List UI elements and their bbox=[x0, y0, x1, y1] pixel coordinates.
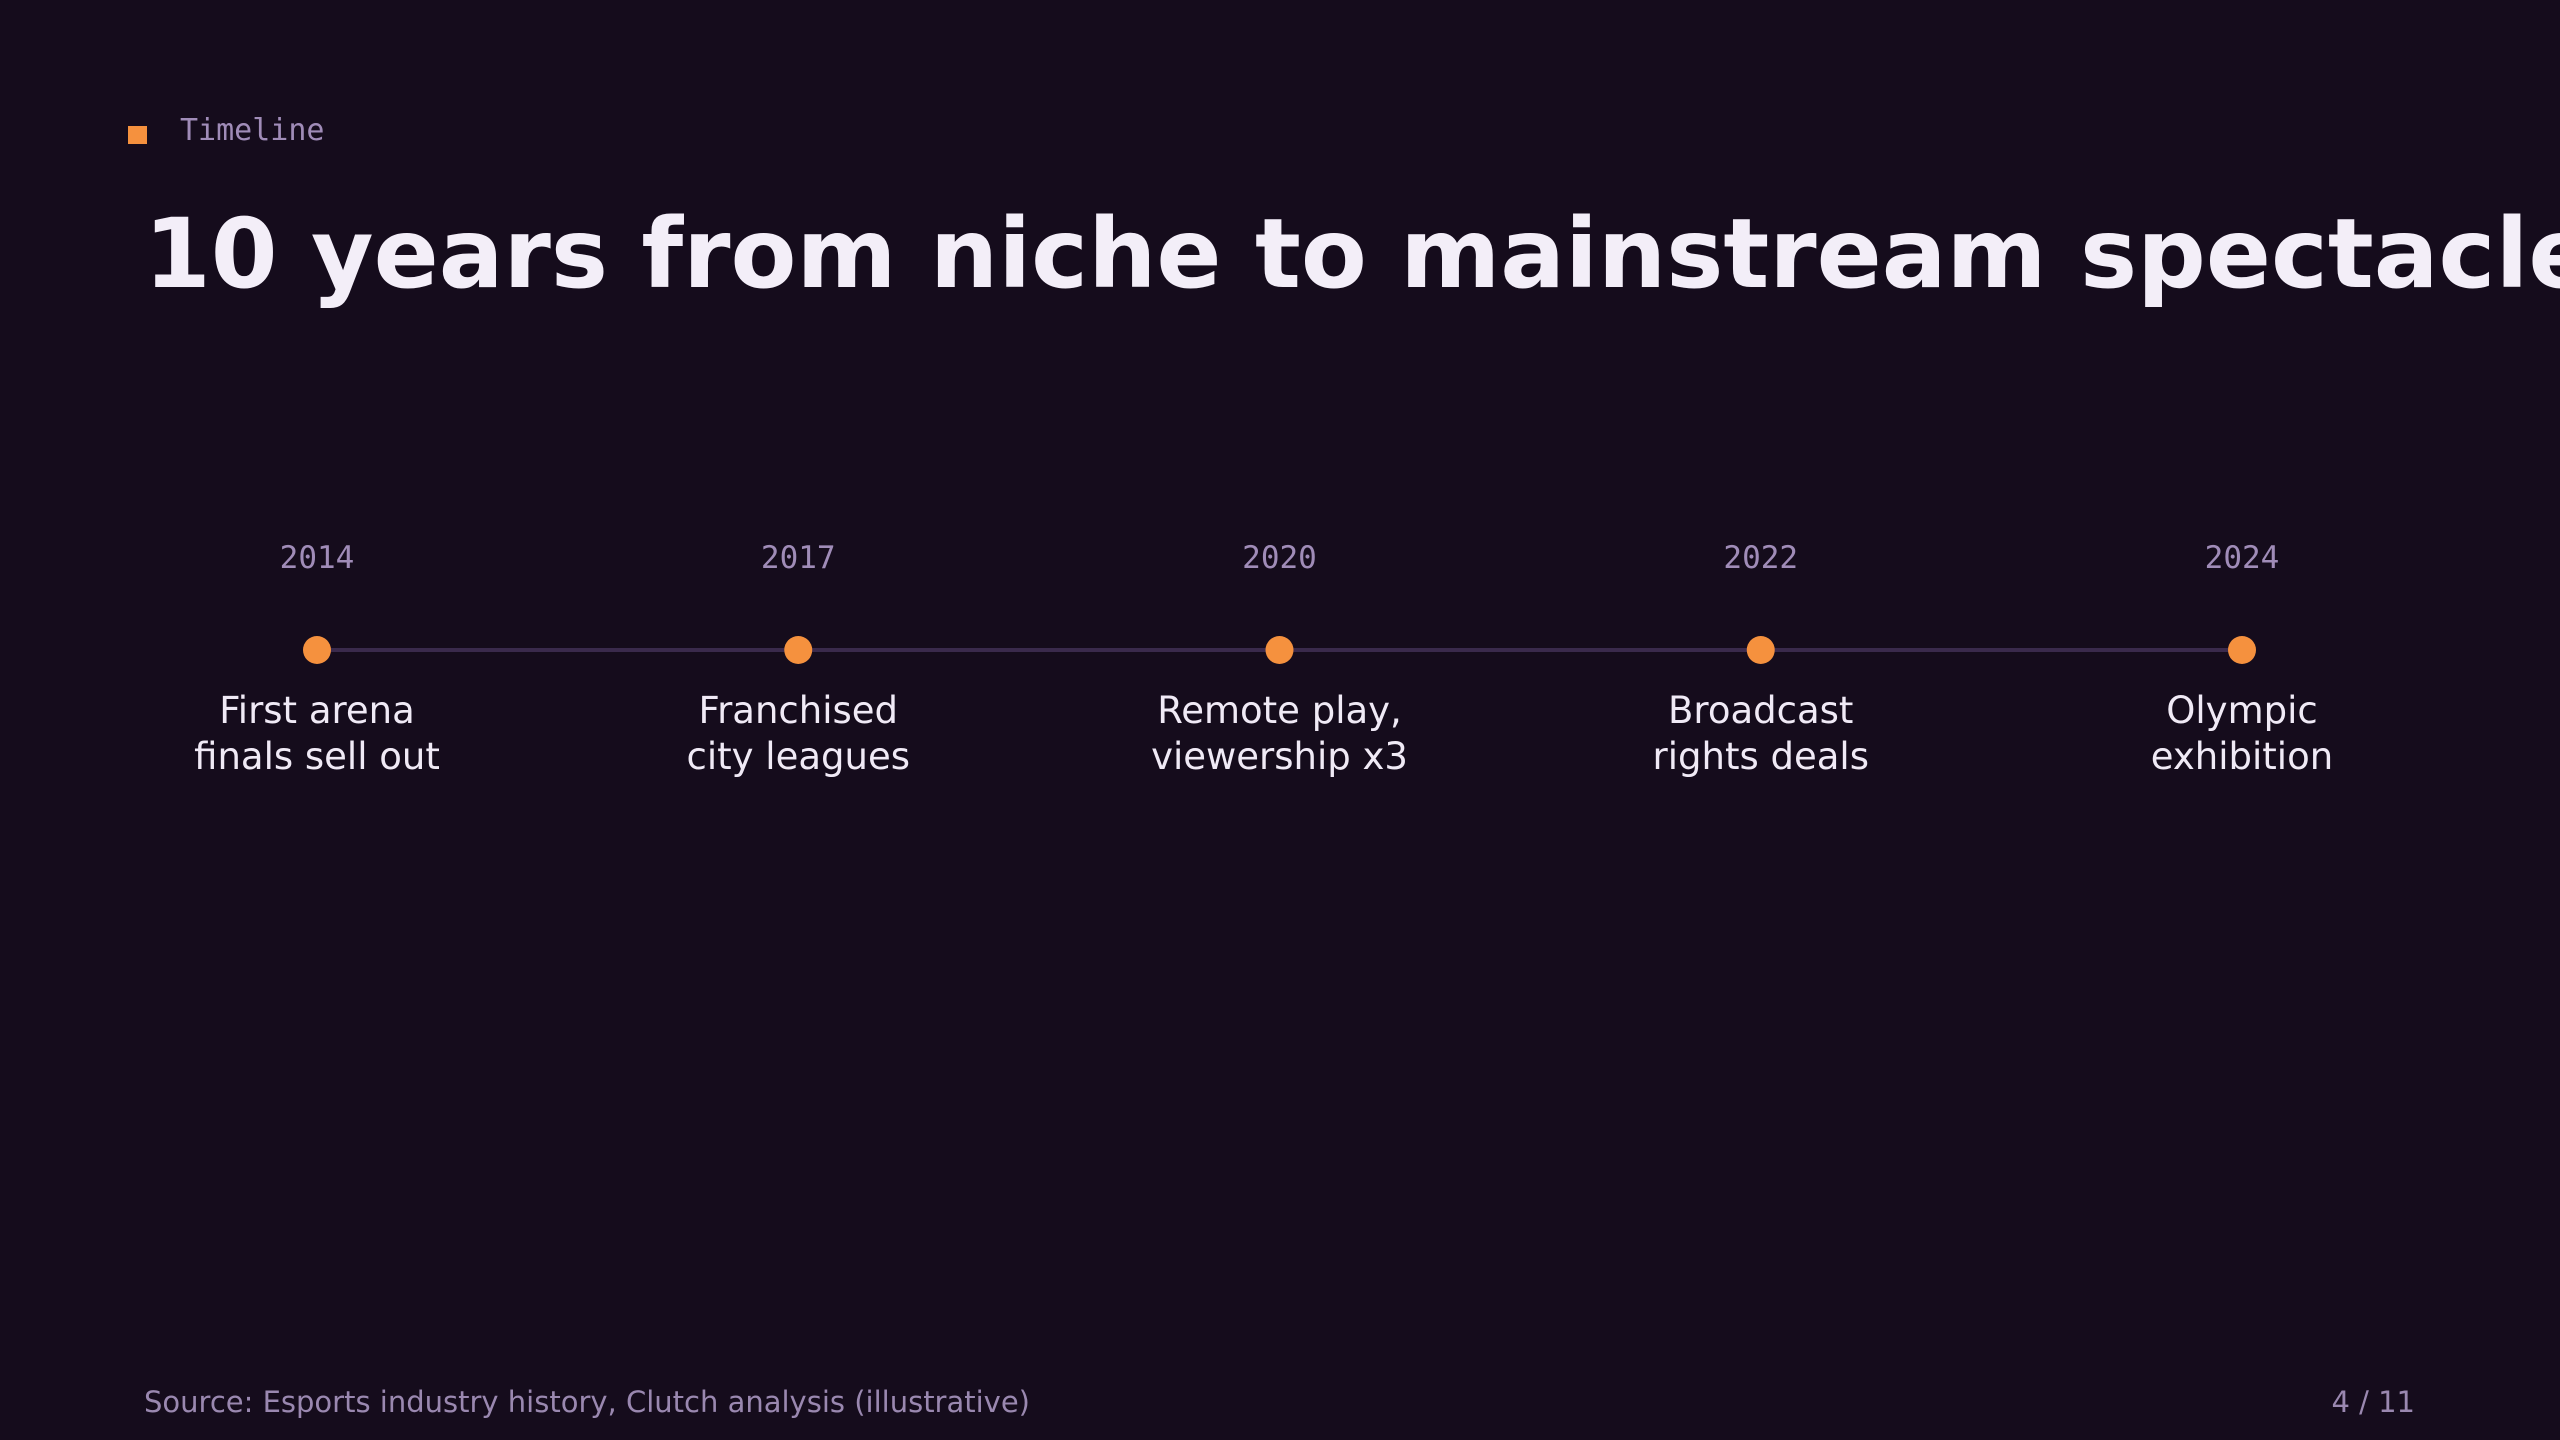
event-dot bbox=[784, 636, 813, 664]
event-label: Broadcast bbox=[1668, 689, 1853, 732]
event-dot bbox=[2228, 636, 2256, 664]
title: 10 years from niche to mainstream specta… bbox=[144, 198, 2560, 310]
event-year: 2020 bbox=[1242, 540, 1317, 576]
event-label: Olympic bbox=[2166, 689, 2317, 732]
event-year: 2014 bbox=[280, 540, 355, 576]
event-label: Remote play, bbox=[1157, 689, 1402, 732]
source: Source: Esports industry history, Clutch… bbox=[144, 1385, 1030, 1419]
event-label: viewership x3 bbox=[1151, 735, 1408, 778]
event-dot bbox=[303, 636, 331, 664]
event-dot bbox=[1265, 636, 1294, 664]
eyebrow-marker bbox=[128, 126, 147, 144]
event-label: rights deals bbox=[1653, 735, 1869, 778]
event-dot bbox=[1746, 636, 1775, 664]
event-year: 2017 bbox=[761, 540, 836, 576]
event-label: finals sell out bbox=[194, 735, 440, 778]
event-label: First arena bbox=[219, 689, 415, 732]
event-year: 2022 bbox=[1723, 540, 1798, 576]
page-number: 4 / 11 bbox=[2331, 1385, 2415, 1419]
event-year: 2024 bbox=[2205, 540, 2280, 576]
eyebrow: Timeline bbox=[180, 113, 325, 148]
event-label: Franchised bbox=[698, 689, 898, 732]
event-label: city leagues bbox=[687, 735, 910, 778]
event-label: exhibition bbox=[2151, 735, 2333, 778]
